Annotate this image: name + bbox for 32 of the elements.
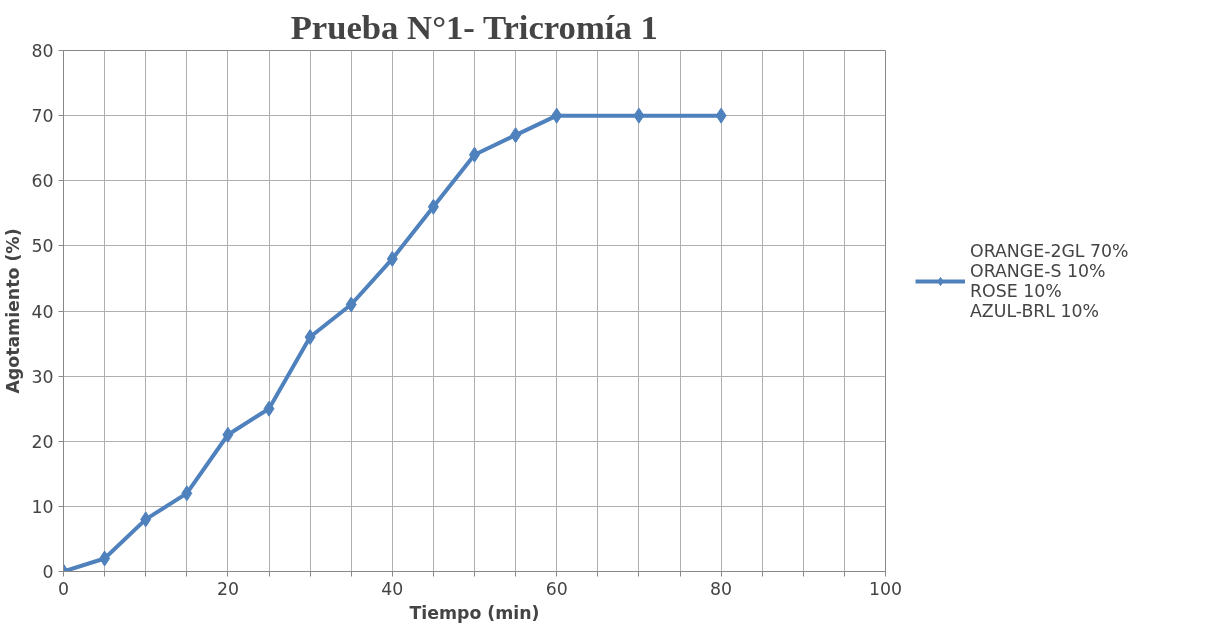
x-tick-label: 40 (381, 578, 404, 599)
point (427, 198, 439, 215)
point (715, 107, 727, 124)
point (386, 250, 398, 267)
y-tick-label: 80 (31, 41, 54, 61)
chart-title: Prueba N°1- Tricromía 1 (290, 7, 658, 46)
legend-label: ORANGE-2GL 70% ORANGE-S 10% ROSE 10% AZUL-BRL 10% (970, 241, 1129, 321)
x-tick-label: 100 (868, 578, 903, 599)
point (633, 107, 645, 124)
point (140, 511, 152, 528)
x-tick-label: 60 (545, 578, 568, 599)
point (263, 400, 275, 417)
x-tick-label: 80 (710, 578, 733, 599)
point (304, 329, 316, 346)
y-tick-label: 30 (31, 366, 54, 387)
y-tick-label: 0 (42, 562, 54, 582)
x-tick-label: 0 (57, 578, 70, 599)
y-tick-label: 40 (31, 301, 54, 322)
y-tick-label: 70 (31, 106, 54, 127)
x-tick-label: 20 (216, 578, 239, 599)
point (99, 550, 111, 567)
y-tick-label: 10 (31, 496, 54, 517)
point (181, 485, 193, 502)
point (551, 107, 563, 124)
y-axis-title: Agotamiento (%) (3, 228, 24, 394)
point (510, 127, 522, 144)
y-tick-label: 20 (31, 431, 54, 452)
x-axis-title: Tiempo (min) (409, 602, 540, 623)
y-tick-label: 50 (31, 236, 54, 257)
y-tick-label: 60 (31, 171, 54, 192)
point (222, 426, 234, 443)
point (345, 296, 357, 313)
